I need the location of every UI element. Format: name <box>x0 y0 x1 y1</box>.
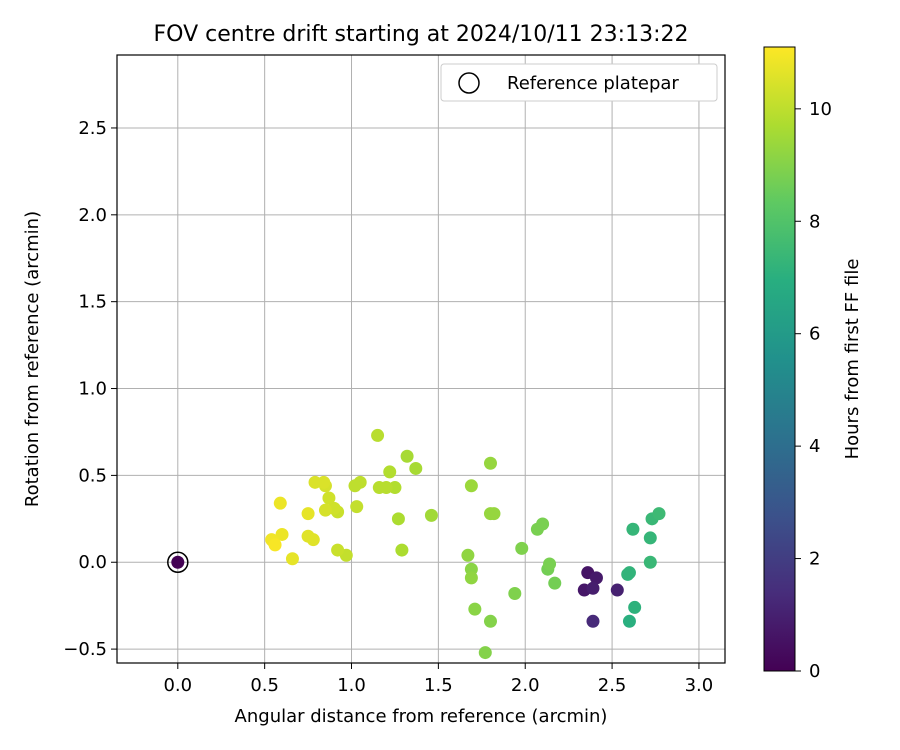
data-point <box>483 614 497 628</box>
data-point <box>589 571 603 585</box>
data-point <box>622 566 636 580</box>
data-point <box>586 614 600 628</box>
x-tick-label: 1.5 <box>424 675 453 696</box>
colorbar: 0 2 4 6 8 10 Hours from first FF file <box>763 46 863 682</box>
x-tick-label: 1.0 <box>337 675 366 696</box>
x-tick-label: 2.5 <box>598 675 627 696</box>
data-point <box>622 614 636 628</box>
data-point <box>301 507 315 521</box>
data-point <box>308 475 322 489</box>
y-tick-label: 1.5 <box>78 292 107 313</box>
data-point <box>285 552 299 566</box>
data-point <box>548 576 562 590</box>
data-point <box>273 496 287 510</box>
data-point <box>478 646 492 660</box>
grid-lines <box>117 55 725 663</box>
colorbar-tick-label: 2 <box>809 549 820 570</box>
data-point <box>468 602 482 616</box>
data-point <box>301 529 315 543</box>
x-tick-label: 2.0 <box>511 675 540 696</box>
y-tick-label: 1.0 <box>78 379 107 400</box>
data-points <box>167 428 666 660</box>
colorbar-tick-label: 10 <box>809 99 832 120</box>
data-point <box>318 503 332 517</box>
colorbar-tick-label: 8 <box>809 211 820 232</box>
data-point <box>350 500 364 514</box>
data-point <box>515 541 529 555</box>
data-point <box>610 583 624 597</box>
data-point <box>543 557 557 571</box>
x-tick-label: 0.0 <box>163 675 192 696</box>
data-point <box>643 555 657 569</box>
data-point <box>400 449 414 463</box>
colorbar-label: Hours from first FF file <box>842 259 863 460</box>
y-tick-label: 2.5 <box>78 118 107 139</box>
data-point <box>652 507 666 521</box>
x-tick-label: 3.0 <box>685 675 714 696</box>
data-point <box>628 600 642 614</box>
legend-box <box>440 63 718 102</box>
data-point <box>391 512 405 526</box>
data-point <box>643 531 657 545</box>
plot-frame <box>116 54 726 664</box>
data-point <box>268 538 282 552</box>
colorbar-gradient <box>763 46 796 672</box>
data-point <box>461 548 475 562</box>
data-point <box>464 571 478 585</box>
data-point <box>171 555 185 569</box>
y-tick-label: 0.0 <box>78 552 107 573</box>
y-tick-label: 2.0 <box>78 205 107 226</box>
y-tick-label: −0.5 <box>63 639 107 660</box>
data-point <box>536 517 550 531</box>
data-point <box>409 461 423 475</box>
data-point <box>371 428 385 442</box>
data-point <box>626 522 640 536</box>
colorbar-tick-label: 4 <box>809 436 820 457</box>
data-point <box>483 456 497 470</box>
x-axis-ticks: 0.0 0.5 1.0 1.5 2.0 2.5 3.0 <box>163 663 713 696</box>
data-point <box>348 479 362 493</box>
chart-title: FOV centre drift starting at 2024/10/11 … <box>154 22 689 47</box>
data-point <box>464 479 478 493</box>
reference-point-marker <box>167 551 189 573</box>
data-point <box>372 481 386 495</box>
x-tick-label: 0.5 <box>250 675 279 696</box>
data-point <box>586 581 600 595</box>
data-point <box>331 543 345 557</box>
colorbar-tick-label: 6 <box>809 324 820 345</box>
data-point <box>395 543 409 557</box>
data-point <box>275 527 289 541</box>
data-point <box>383 465 397 479</box>
data-point <box>322 491 336 505</box>
y-tick-label: 0.5 <box>78 465 107 486</box>
y-axis-label: Rotation from reference (arcmin) <box>22 211 43 507</box>
colorbar-tick-label: 0 <box>809 661 820 682</box>
legend-label: Reference platepar <box>507 73 679 94</box>
y-axis-ticks: −0.5 0.0 0.5 1.0 1.5 2.0 2.5 <box>63 118 117 660</box>
colorbar-ticks: 0 2 4 6 8 10 <box>795 99 832 682</box>
legend-marker-icon <box>458 72 480 94</box>
x-axis-label: Angular distance from reference (arcmin) <box>235 706 608 727</box>
data-point <box>424 508 438 522</box>
data-point <box>487 507 501 521</box>
legend: Reference platepar <box>440 63 718 102</box>
data-point <box>508 587 522 601</box>
